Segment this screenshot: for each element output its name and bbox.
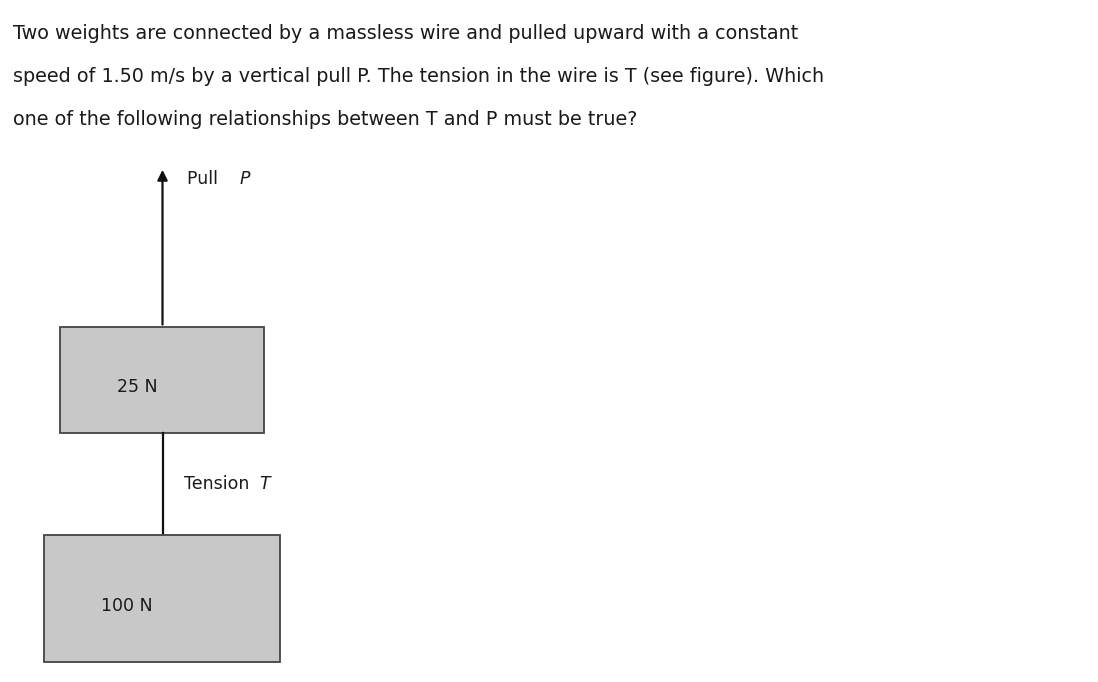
Text: one of the following relationships between T and P must be true?: one of the following relationships betwe… [13,110,638,129]
FancyBboxPatch shape [44,535,280,662]
Text: Pull: Pull [187,170,223,188]
Text: T: T [259,475,270,493]
Text: 100 N: 100 N [101,597,153,615]
FancyBboxPatch shape [60,327,264,433]
Text: Two weights are connected by a massless wire and pulled upward with a constant: Two weights are connected by a massless … [13,24,798,43]
Text: 25 N: 25 N [117,378,158,396]
Text: Tension: Tension [184,475,256,493]
Text: P: P [239,170,250,188]
Text: speed of 1.50 m/s by a vertical pull P. The tension in the wire is T (see figure: speed of 1.50 m/s by a vertical pull P. … [13,67,825,86]
